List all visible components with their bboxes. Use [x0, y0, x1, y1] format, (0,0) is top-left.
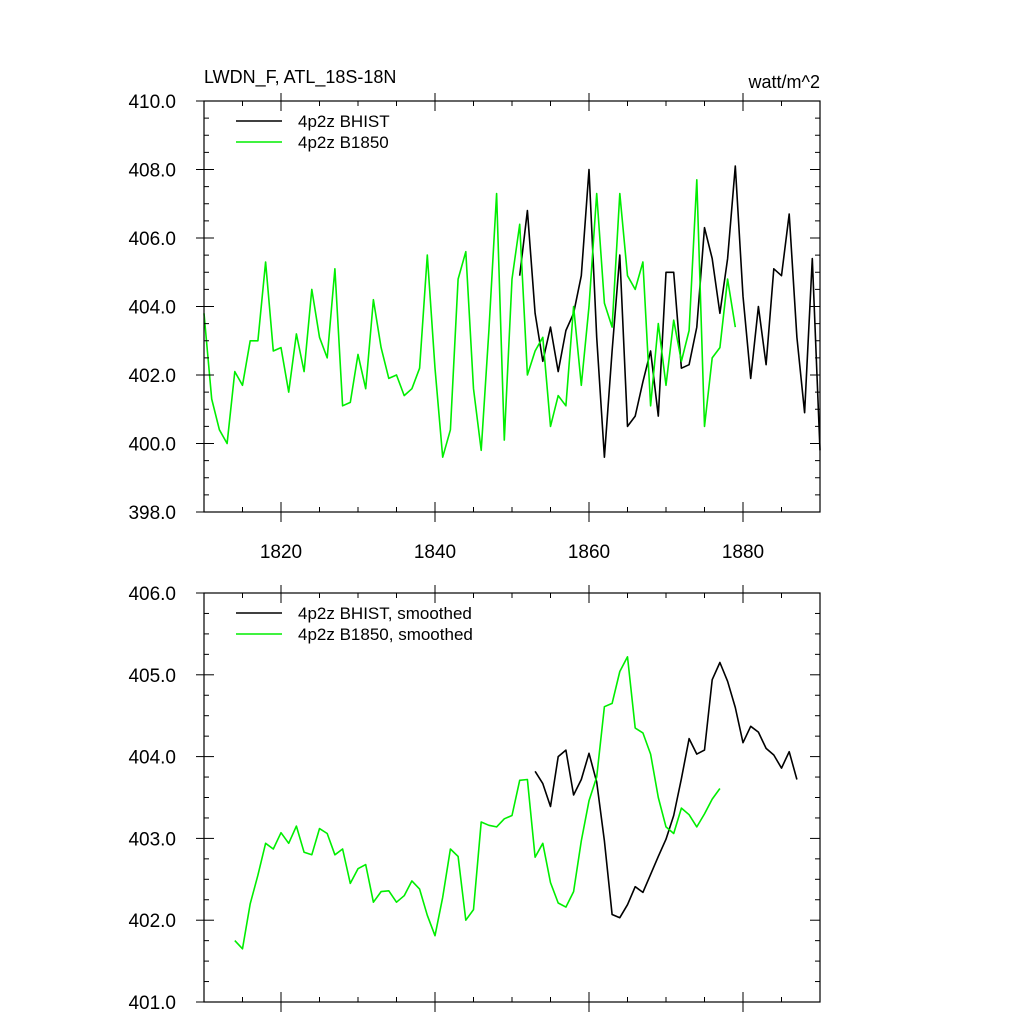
top-panel-axes: 398.0 400.0 402.0 404.0 406.0 408.0 410.0 1820 1… [128, 92, 821, 563]
bottom-panel-frame [203, 592, 821, 1003]
top-panel: LWDN_F, ATL_18S-18N watt/m^2 4p2z BHIST4… [128, 67, 821, 563]
top-panel-ytick-label: 402.0 [128, 366, 176, 387]
bottom-panel-legend-label-bhist: 4p2z BHIST, smoothed [298, 604, 472, 623]
bottom-panel-ytick-label: 403.0 [128, 829, 176, 850]
bottom-panel-legend-label-b1850: 4p2z B1850, smoothed [298, 625, 473, 644]
top-panel-legend: 4p2z BHIST 4p2z B1850 [236, 112, 390, 152]
top-panel-xtick-label: 1880 [722, 542, 764, 563]
top-panel-ytick-label: 410.0 [128, 92, 176, 113]
bottom-panel-ytick-label: 401.0 [128, 993, 176, 1014]
top-panel-title: LWDN_F, ATL_18S-18N [204, 67, 396, 88]
top-panel-ytick-label: 400.0 [128, 435, 176, 456]
top-panel-ytick-label: 408.0 [128, 161, 176, 182]
bottom-panel-ytick-label: 402.0 [128, 911, 176, 932]
top-panel-xtick-label: 1820 [260, 542, 302, 563]
top-panel-series-line-bhist [518, 165, 821, 459]
top-panel-frame [203, 100, 821, 513]
top-panel-legend-label-bhist: 4p2z BHIST [298, 112, 390, 131]
bottom-panel: 4p2z BHIST, smoothed 4p2z B1850, smoothed… [128, 584, 821, 1014]
bottom-panel-axes: 401.0 402.0 403.0 404.0 405.0 406.0 [128, 584, 821, 1014]
top-panel-ytick-label: 406.0 [128, 229, 176, 250]
bottom-panel-ytick-label: 404.0 [128, 748, 176, 769]
bottom-panel-ytick-label: 405.0 [128, 666, 176, 687]
bottom-panel-series [234, 655, 798, 950]
bottom-panel-ytick-label: 406.0 [128, 584, 176, 605]
top-panel-legend-label-b1850: 4p2z B1850 [298, 133, 389, 152]
bottom-panel-series-line-b1850 [234, 655, 721, 950]
top-panel-series [203, 165, 821, 459]
top-panel-xtick-label: 1860 [568, 542, 610, 563]
top-panel-ytick-label: 404.0 [128, 298, 176, 319]
bottom-panel-series-line-bhist [534, 661, 798, 919]
top-panel-units: watt/m^2 [748, 72, 820, 92]
bottom-panel-legend: 4p2z BHIST, smoothed 4p2z B1850, smoothed [236, 604, 473, 644]
top-panel-xtick-label: 1840 [414, 542, 456, 563]
top-panel-ytick-label: 398.0 [128, 503, 176, 524]
top-panel-series-line-b1850 [203, 179, 737, 459]
